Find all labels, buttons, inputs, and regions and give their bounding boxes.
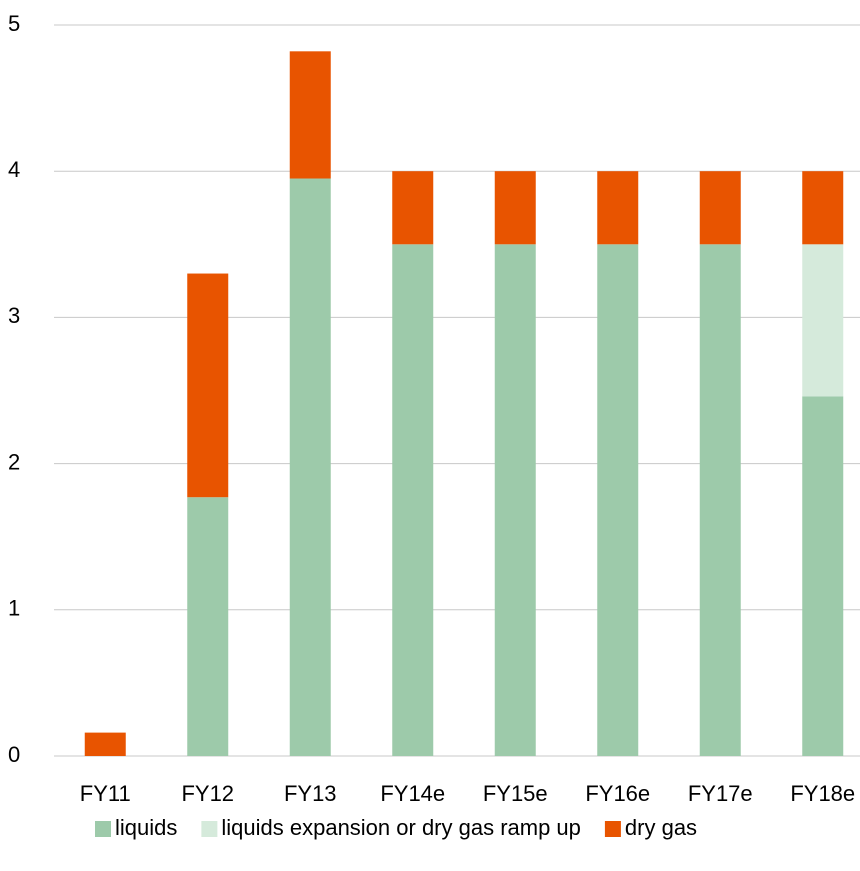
legend-swatch [201, 821, 218, 837]
bar-segment [494, 244, 536, 757]
bar-segment [289, 51, 331, 179]
y-tick-label: 5 [8, 11, 20, 36]
bar-segment [802, 396, 844, 756]
bar-segment [84, 732, 126, 756]
legend-label: dry gas [625, 815, 697, 840]
x-tick-label: FY17e [688, 781, 753, 806]
x-tick-label: FY16e [585, 781, 650, 806]
x-tick-label: FY14e [380, 781, 445, 806]
y-tick-label: 4 [8, 157, 20, 182]
bar-segment [699, 244, 741, 757]
bar-segment [802, 171, 844, 245]
bar-segment [392, 171, 434, 245]
x-tick-label: FY11 [80, 781, 131, 806]
x-tick-label: FY15e [483, 781, 548, 806]
y-tick-label: 2 [8, 449, 20, 474]
y-tick-label: 1 [8, 596, 20, 621]
bar-segment [597, 244, 639, 757]
bar-segment [187, 497, 229, 756]
x-tick-label: FY18e [790, 781, 855, 806]
x-tick-label: FY12 [181, 781, 234, 806]
legend-label: liquids expansion or dry gas ramp up [221, 815, 581, 840]
legend-swatch [604, 821, 621, 837]
legend-label: liquids [115, 815, 177, 840]
y-tick-label: 3 [8, 303, 20, 328]
bar-segment [802, 244, 844, 397]
bar-segment [187, 273, 229, 498]
legend-swatch [95, 821, 111, 837]
bar-segment [289, 178, 331, 756]
bar-segment [597, 171, 639, 245]
x-tick-label: FY13 [284, 781, 337, 806]
y-tick-label: 0 [8, 742, 20, 767]
bar-segment [392, 244, 434, 757]
bar-segment [699, 171, 741, 245]
bar-segment [494, 171, 536, 245]
